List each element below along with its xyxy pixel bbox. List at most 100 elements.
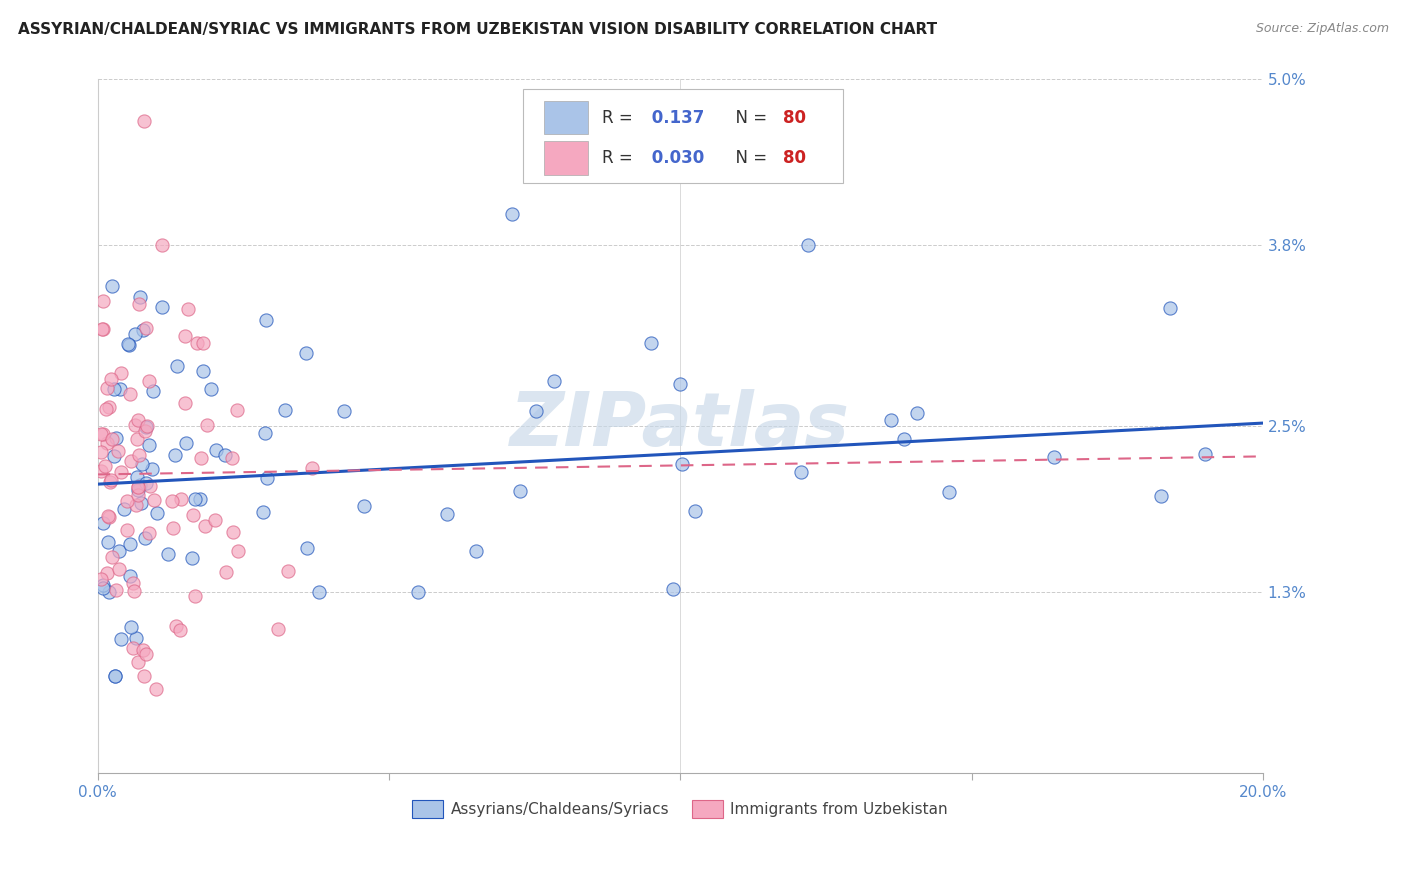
Point <box>96 566 118 580</box>
Point <box>226 403 249 417</box>
Point <box>1043 450 1066 464</box>
Point <box>166 359 188 374</box>
Text: R =: R = <box>602 149 638 167</box>
Point <box>125 631 148 645</box>
Point <box>938 484 960 499</box>
Point <box>135 476 157 491</box>
Point <box>135 321 157 335</box>
Legend: Assyrians/Chaldeans/Syriacs, Immigrants from Uzbekistan: Assyrians/Chaldeans/Syriacs, Immigrants … <box>406 794 955 824</box>
Point <box>118 338 141 352</box>
Point <box>104 668 127 682</box>
Text: 80: 80 <box>783 109 806 127</box>
Point <box>93 322 115 336</box>
Point <box>118 569 141 583</box>
Text: N =: N = <box>724 149 772 167</box>
Point <box>640 335 662 350</box>
Point <box>127 480 149 494</box>
Point <box>162 521 184 535</box>
Point <box>156 548 179 562</box>
Point <box>110 465 132 479</box>
Point <box>194 519 217 533</box>
Point <box>146 506 169 520</box>
Point <box>509 484 531 499</box>
Point <box>110 382 132 396</box>
Point <box>221 450 243 465</box>
Point <box>188 492 211 507</box>
Point <box>103 449 125 463</box>
Point <box>134 532 156 546</box>
Point <box>297 541 319 555</box>
Point <box>222 524 245 539</box>
Point <box>252 505 274 519</box>
Point <box>173 396 195 410</box>
Point <box>465 543 488 558</box>
Point <box>139 479 162 493</box>
Point <box>100 432 122 446</box>
Point <box>142 384 165 398</box>
Point <box>143 492 166 507</box>
Point <box>100 278 122 293</box>
Point <box>110 632 132 647</box>
Point <box>879 413 901 427</box>
Text: R =: R = <box>602 109 638 127</box>
Point <box>254 426 277 441</box>
Point <box>138 526 160 541</box>
Text: 0.030: 0.030 <box>647 149 704 167</box>
Point <box>128 290 150 304</box>
Point <box>353 499 375 513</box>
Point <box>215 565 238 579</box>
Point <box>685 504 707 518</box>
Point <box>108 544 131 558</box>
Point <box>671 457 693 471</box>
Point <box>94 459 117 474</box>
Point <box>94 401 117 416</box>
Point <box>91 427 114 442</box>
Point <box>145 682 167 697</box>
Point <box>127 483 149 498</box>
Point <box>186 335 208 350</box>
Point <box>96 381 118 395</box>
Text: N =: N = <box>724 109 772 127</box>
Point <box>120 454 142 468</box>
Text: 80: 80 <box>783 149 806 167</box>
Point <box>96 436 118 450</box>
Point <box>436 507 458 521</box>
Point <box>181 508 204 522</box>
Text: Source: ZipAtlas.com: Source: ZipAtlas.com <box>1256 22 1389 36</box>
Point <box>176 435 198 450</box>
Point <box>128 297 150 311</box>
Point <box>129 495 152 509</box>
Point <box>163 448 186 462</box>
Point <box>138 375 160 389</box>
Point <box>134 424 156 438</box>
Point <box>97 509 120 524</box>
Point <box>101 549 124 564</box>
Point <box>121 640 143 655</box>
Point <box>104 431 127 445</box>
Point <box>266 622 288 636</box>
Point <box>333 403 356 417</box>
Point <box>103 382 125 396</box>
Point <box>1149 489 1171 503</box>
Point <box>135 647 157 661</box>
Point <box>150 238 173 252</box>
Point <box>93 582 115 596</box>
Point <box>108 562 131 576</box>
Point <box>294 346 316 360</box>
Point <box>120 620 142 634</box>
Point <box>90 321 112 335</box>
Point <box>669 377 692 392</box>
Point <box>107 444 129 458</box>
Point <box>160 493 183 508</box>
Point <box>100 372 122 386</box>
Point <box>797 238 820 252</box>
FancyBboxPatch shape <box>544 142 588 175</box>
Point <box>170 491 193 506</box>
Point <box>200 382 222 396</box>
Point <box>135 419 157 434</box>
Point <box>254 313 277 327</box>
Point <box>100 473 122 487</box>
Text: ASSYRIAN/CHALDEAN/SYRIAC VS IMMIGRANTS FROM UZBEKISTAN VISION DISABILITY CORRELA: ASSYRIAN/CHALDEAN/SYRIAC VS IMMIGRANTS F… <box>18 22 938 37</box>
Point <box>406 585 429 599</box>
Point <box>181 551 204 566</box>
